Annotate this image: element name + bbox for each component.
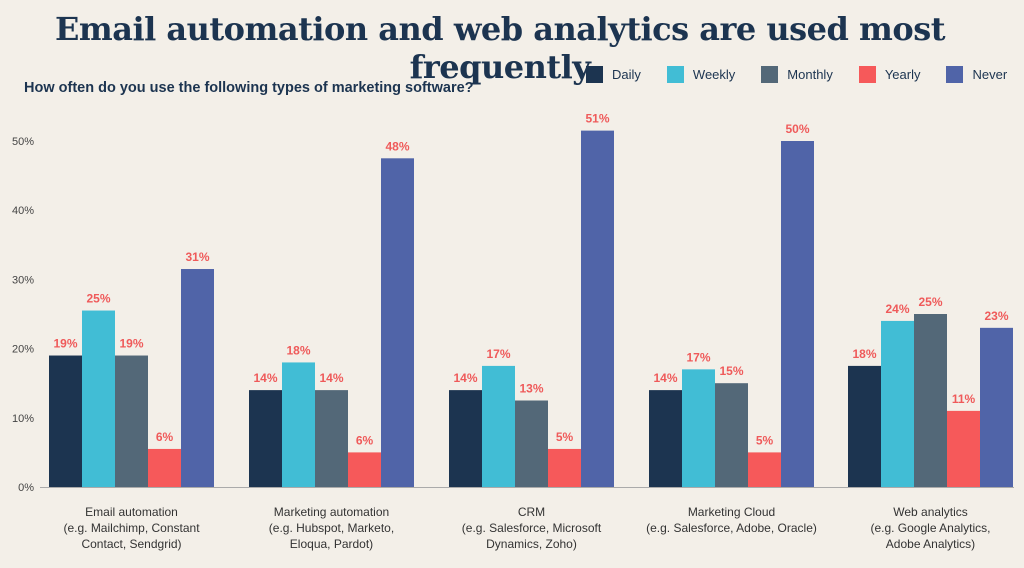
bar-daily — [249, 390, 282, 487]
bar-monthly — [715, 383, 748, 487]
bar-yearly — [348, 452, 381, 487]
data-label-weekly: 17% — [486, 347, 510, 361]
bar-yearly — [548, 448, 581, 487]
y-tick-label: 10% — [12, 413, 34, 425]
category-label: Web analytics — [893, 505, 967, 519]
bar-monthly — [115, 355, 148, 487]
category-label: Adobe Analytics) — [886, 537, 975, 551]
bar-daily — [49, 355, 82, 487]
bar-monthly — [914, 314, 947, 487]
bar-never — [181, 269, 214, 487]
data-label-monthly: 13% — [519, 382, 543, 396]
data-label-weekly: 18% — [286, 343, 310, 357]
data-label-daily: 14% — [253, 371, 277, 385]
bar-never — [781, 141, 814, 487]
data-label-yearly: 11% — [952, 392, 976, 406]
category-label: (e.g. Mailchimp, Constant — [63, 521, 200, 535]
legend-swatch-weekly — [666, 66, 684, 83]
legend-label-yearly: Yearly — [884, 67, 921, 82]
category-label: Eloqua, Pardot) — [290, 537, 373, 551]
data-label-monthly: 19% — [119, 337, 143, 351]
category-label: Marketing Cloud — [688, 505, 775, 519]
bar-daily — [649, 390, 682, 487]
bar-weekly — [82, 310, 115, 487]
data-label-monthly: 25% — [918, 295, 942, 309]
data-label-daily: 14% — [653, 371, 677, 385]
data-label-daily: 18% — [852, 347, 876, 361]
legend-swatch-yearly — [858, 66, 876, 83]
data-label-yearly: 5% — [756, 433, 774, 447]
data-label-never: 48% — [385, 139, 409, 153]
legend-item-daily: Daily — [586, 66, 641, 83]
bar-daily — [848, 365, 881, 487]
bar-never — [980, 327, 1013, 487]
legend-label-daily: Daily — [612, 67, 641, 82]
bar-yearly — [947, 410, 980, 487]
bar-monthly — [315, 390, 348, 487]
legend-item-weekly: Weekly — [666, 66, 736, 83]
data-label-never: 50% — [785, 122, 809, 136]
y-tick-label: 0% — [18, 482, 34, 494]
category-label: Contact, Sendgrid) — [81, 537, 181, 551]
data-label-daily: 14% — [453, 371, 477, 385]
category-label: Email automation — [85, 505, 178, 519]
bar-never — [581, 130, 614, 487]
y-tick-label: 50% — [12, 136, 34, 148]
bar-weekly — [881, 320, 914, 487]
data-label-never: 31% — [185, 250, 209, 264]
category-label: CRM — [518, 505, 545, 519]
chart-title: Email automation and web analytics are u… — [54, 10, 946, 86]
bar-weekly — [682, 369, 715, 487]
category-label: (e.g. Salesforce, Adobe, Oracle) — [646, 521, 817, 535]
legend-item-yearly: Yearly — [858, 66, 921, 83]
bar-yearly — [748, 452, 781, 487]
category-label: (e.g. Hubspot, Marketo, — [269, 521, 394, 535]
bar-yearly — [148, 448, 181, 487]
data-label-yearly: 5% — [556, 430, 574, 444]
data-label-monthly: 14% — [319, 371, 343, 385]
category-label: (e.g. Google Analytics, — [870, 521, 990, 535]
bar-weekly — [282, 362, 315, 487]
data-label-daily: 19% — [53, 337, 77, 351]
bar-daily — [449, 390, 482, 487]
legend-item-never: Never — [946, 66, 1007, 83]
legend-label-weekly: Weekly — [692, 67, 736, 82]
legend-label-never: Never — [972, 67, 1008, 82]
data-label-yearly: 6% — [156, 430, 174, 444]
y-tick-label: 30% — [12, 274, 34, 286]
data-label-never: 23% — [984, 309, 1008, 323]
data-label-yearly: 6% — [356, 433, 374, 447]
category-label: Dynamics, Zoho) — [486, 537, 577, 551]
data-label-never: 51% — [585, 112, 609, 126]
data-label-weekly: 25% — [86, 292, 110, 306]
legend-swatch-daily — [586, 66, 603, 83]
category-label: Marketing automation — [274, 505, 389, 519]
legend: Daily Weekly Monthly Yearly Never — [586, 66, 1024, 83]
legend-label-monthly: Monthly — [787, 67, 833, 82]
data-label-weekly: 17% — [686, 350, 710, 364]
data-label-weekly: 24% — [885, 302, 909, 316]
data-label-monthly: 15% — [719, 364, 743, 378]
bar-monthly — [515, 400, 548, 487]
category-label: (e.g. Salesforce, Microsoft — [462, 521, 602, 535]
legend-swatch-never — [946, 66, 964, 83]
chart-subtitle: How often do you use the following types… — [24, 80, 474, 96]
y-tick-label: 40% — [12, 205, 34, 217]
bar-weekly — [482, 365, 515, 487]
bar-never — [381, 158, 414, 488]
legend-swatch-monthly — [761, 66, 779, 83]
legend-item-monthly: Monthly — [761, 66, 833, 83]
y-tick-label: 20% — [12, 344, 34, 356]
